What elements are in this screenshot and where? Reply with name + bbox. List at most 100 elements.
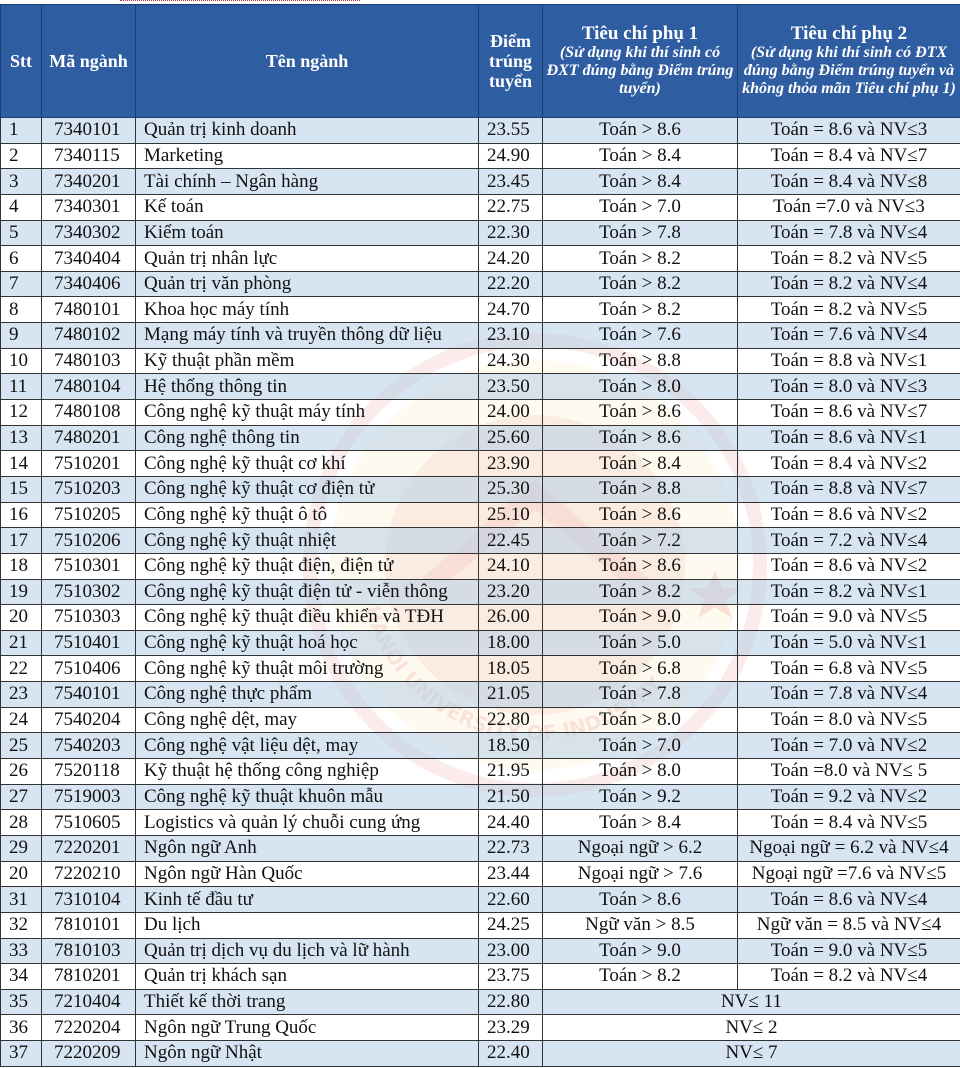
row-tieu-chi-1: Toán > 7.8 — [542, 681, 738, 708]
row-ma-nganh: 7510201 — [41, 450, 136, 477]
row-ten-nganh: Công nghệ kỹ thuật hoá học — [135, 629, 479, 657]
row-ma-nganh: 7519003 — [41, 783, 136, 811]
row-ma-nganh: 7480101 — [41, 296, 136, 324]
row-ten-nganh: Công nghệ dệt, may — [135, 706, 479, 734]
row-tieu-chi-merged: NV≤ 2 — [542, 1014, 960, 1042]
row-tieu-chi-2: Toán = 9.0 và NV≤5 — [737, 937, 960, 965]
row-ten-nganh: Thiết kế thời trang — [135, 988, 479, 1016]
row-ten-nganh: Kế toán — [135, 193, 479, 221]
table-row: 6 7340404 Quản trị nhân lực 24.20 Toán > 8.2… — [0, 245, 960, 272]
row-ten-nganh: Công nghệ kỹ thuật nhiệt — [135, 527, 479, 554]
row-stt: 12 — [0, 399, 42, 426]
row-tieu-chi-2: Toán = 7.2 và NV≤4 — [737, 527, 960, 554]
row-tieu-chi-2: Toán = 8.2 và NV≤4 — [737, 270, 960, 298]
row-tieu-chi-1: Toán > 8.2 — [542, 578, 738, 606]
table-row: 24 7540204 Công nghệ dệt, may 22.80 Toán > 8… — [0, 706, 960, 734]
table-row: 17 7510206 Công nghệ kỹ thuật nhiệt 22.45 To… — [0, 527, 960, 554]
row-tieu-chi-1: Toán > 7.8 — [542, 219, 738, 247]
row-tieu-chi-1: Toán > 5.0 — [542, 629, 738, 657]
header-tieu-chi-phu-1: Tiêu chí phụ 1 (Sử dụng khi thí sinh có … — [542, 4, 738, 118]
row-diem: 23.29 — [478, 1014, 543, 1042]
table-row: 33 7810103 Quản trị dịch vụ du lịch và lữ … — [0, 937, 960, 965]
row-tieu-chi-2: Toán = 6.8 và NV≤5 — [737, 655, 960, 683]
row-tieu-chi-1: Toán > 9.2 — [542, 783, 738, 811]
row-tieu-chi-1: Toán > 8.4 — [542, 450, 738, 477]
table-row: 32 7810101 Du lịch 24.25 Ngữ văn > 8.5 Ngữ vă… — [0, 911, 960, 939]
row-stt: 25 — [0, 732, 42, 760]
row-ten-nganh: Quản trị văn phòng — [135, 270, 479, 298]
row-ma-nganh: 7510203 — [41, 475, 136, 503]
row-ma-nganh: 7520118 — [41, 758, 136, 785]
row-tieu-chi-1: Toán > 8.4 — [542, 809, 738, 836]
row-stt: 21 — [0, 629, 42, 657]
row-diem: 21.50 — [478, 783, 543, 811]
row-ten-nganh: Kỹ thuật hệ thống công nghiệp — [135, 758, 479, 785]
row-ten-nganh: Công nghệ thông tin — [135, 424, 479, 452]
row-tieu-chi-2: Toán = 8.2 và NV≤5 — [737, 245, 960, 272]
table-row: 5 7340302 Kiểm toán 22.30 Toán > 7.8 Toán = 7… — [0, 219, 960, 247]
row-tieu-chi-1: Toán > 8.6 — [542, 117, 738, 144]
row-tieu-chi-1: Toán > 8.0 — [542, 706, 738, 734]
row-stt: 20 — [0, 860, 42, 888]
row-ma-nganh: 7510301 — [41, 552, 136, 580]
table-body: 1 7340101 Quản trị kinh doanh 23.55 Toán > 8… — [0, 117, 960, 1067]
row-ma-nganh: 7480103 — [41, 347, 136, 375]
row-tieu-chi-2: Ngữ văn = 8.5 và NV≤4 — [737, 911, 960, 939]
row-ten-nganh: Công nghệ kỹ thuật cơ khí — [135, 450, 479, 477]
row-ten-nganh: Logistics và quản lý chuỗi cung ứng — [135, 809, 479, 836]
row-tieu-chi-1: Toán > 8.2 — [542, 245, 738, 272]
table-row: 35 7210404 Thiết kế thời trang 22.80 NV≤ 11 — [0, 988, 960, 1016]
row-ten-nganh: Ngôn ngữ Nhật — [135, 1040, 479, 1067]
row-tieu-chi-2: Toán = 8.4 và NV≤7 — [737, 142, 960, 170]
row-tieu-chi-2: Toán = 9.2 và NV≤2 — [737, 783, 960, 811]
row-ten-nganh: Công nghệ kỹ thuật máy tính — [135, 399, 479, 426]
row-tieu-chi-1: Toán > 8.2 — [542, 963, 738, 990]
row-stt: 20 — [0, 604, 42, 631]
row-diem: 22.60 — [478, 886, 543, 913]
row-ten-nganh: Quản trị dịch vụ du lịch và lữ hành — [135, 937, 479, 965]
header-tc1-title: Tiêu chí phụ 1 — [581, 23, 699, 44]
row-tieu-chi-1: Toán > 8.2 — [542, 296, 738, 324]
row-diem: 21.05 — [478, 681, 543, 708]
row-ten-nganh: Công nghệ kỹ thuật cơ điện tử — [135, 475, 479, 503]
table-row: 20 7220210 Ngôn ngữ Hàn Quốc 23.44 Ngoại ngữ… — [0, 860, 960, 888]
header-ma-nganh: Mã ngành — [41, 4, 136, 118]
row-ten-nganh: Công nghệ kỹ thuật ô tô — [135, 501, 479, 529]
row-stt: 11 — [0, 373, 42, 401]
row-tieu-chi-1: Toán > 8.4 — [542, 142, 738, 170]
header-tieu-chi-phu-2: Tiêu chí phụ 2 (Sử dụng khi thí sinh có … — [737, 4, 960, 118]
row-stt: 8 — [0, 296, 42, 324]
row-tieu-chi-1: Toán > 9.0 — [542, 937, 738, 965]
row-ma-nganh: 7210404 — [41, 988, 136, 1016]
row-tieu-chi-2: Toán = 8.4 và NV≤8 — [737, 168, 960, 195]
row-stt: 28 — [0, 809, 42, 836]
row-tieu-chi-1: Toán > 9.0 — [542, 604, 738, 631]
row-diem: 25.10 — [478, 501, 543, 529]
row-stt: 9 — [0, 322, 42, 349]
row-diem: 23.90 — [478, 450, 543, 477]
row-ten-nganh: Ngôn ngữ Hàn Quốc — [135, 860, 479, 888]
table-row: 37 7220209 Ngôn ngữ Nhật 22.40 NV≤ 7 — [0, 1040, 960, 1067]
row-tieu-chi-2: Toán = 5.0 và NV≤1 — [737, 629, 960, 657]
row-stt: 23 — [0, 681, 42, 708]
row-tieu-chi-2: Toán = 7.8 và NV≤4 — [737, 219, 960, 247]
row-ma-nganh: 7340406 — [41, 270, 136, 298]
row-stt: 18 — [0, 552, 42, 580]
row-ten-nganh: Công nghệ kỹ thuật khuôn mẫu — [135, 783, 479, 811]
row-diem: 23.20 — [478, 578, 543, 606]
row-tieu-chi-2: Toán = 8.0 và NV≤5 — [737, 706, 960, 734]
table-row: 3 7340201 Tài chính – Ngân hàng 23.45 Toán >… — [0, 168, 960, 195]
row-tieu-chi-2: Toán = 8.6 và NV≤2 — [737, 501, 960, 529]
table-header-row: Stt Mã ngành Tên ngành Điểm trúng tuyển … — [0, 4, 960, 118]
header-ten-nganh: Tên ngành — [135, 4, 479, 118]
row-diem: 23.44 — [478, 860, 543, 888]
table-row: 22 7510406 Công nghệ kỹ thuật môi trường 18… — [0, 655, 960, 683]
row-tieu-chi-2: Toán = 8.2 và NV≤4 — [737, 963, 960, 990]
row-ma-nganh: 7810201 — [41, 963, 136, 990]
row-diem: 24.10 — [478, 552, 543, 580]
row-stt: 32 — [0, 911, 42, 939]
row-ma-nganh: 7340404 — [41, 245, 136, 272]
row-tieu-chi-2: Toán = 8.6 và NV≤4 — [737, 886, 960, 913]
row-diem: 24.30 — [478, 347, 543, 375]
table-row: 18 7510301 Công nghệ kỹ thuật điện, điện t… — [0, 552, 960, 580]
